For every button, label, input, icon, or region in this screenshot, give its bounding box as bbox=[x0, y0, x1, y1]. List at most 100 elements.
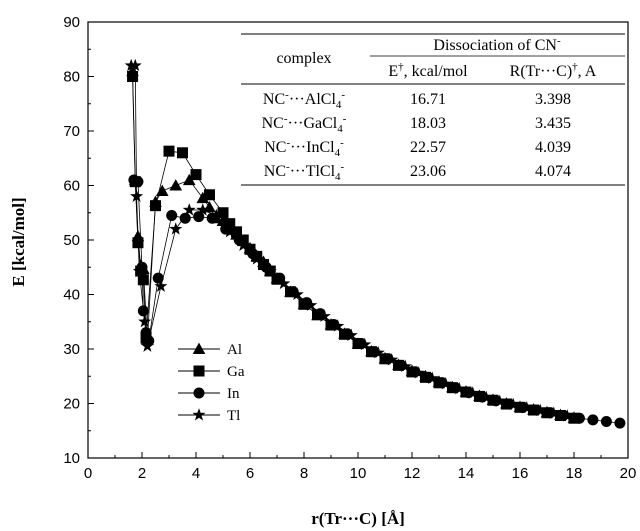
table-cell-complex: NC-···AlCl4- bbox=[263, 89, 346, 111]
x-tick-label: 12 bbox=[404, 465, 421, 482]
data-point-tl bbox=[138, 314, 152, 328]
legend-item-al: Al bbox=[178, 342, 242, 358]
legend-item-in: In bbox=[178, 386, 240, 402]
legend-label-ga: Ga bbox=[227, 364, 245, 380]
text-part: 4 bbox=[336, 99, 342, 111]
data-point-tl bbox=[533, 403, 547, 417]
data-point-ga bbox=[127, 71, 139, 82]
y-tick-label: 90 bbox=[63, 14, 80, 31]
axes: 0 2 4 6 8 10 12 14 16 18 20 10 20 30 40 50 60 70 80 90 bbox=[63, 14, 636, 482]
data-point-ga bbox=[150, 200, 161, 212]
data-point-tl bbox=[250, 252, 264, 265]
x-tick-label: 2 bbox=[138, 465, 146, 482]
data-point-tl bbox=[506, 397, 520, 411]
data-point-tl bbox=[182, 203, 196, 216]
data-point-tl bbox=[140, 339, 154, 352]
table-cell-complex: NC-···TlCl4- bbox=[264, 161, 345, 183]
text-part: 4 bbox=[337, 123, 343, 135]
data-point-tl bbox=[154, 279, 168, 292]
x-tick-label: 10 bbox=[350, 465, 367, 482]
legend-marker-tl bbox=[192, 408, 206, 421]
table-header-group: Dissociation of CN- bbox=[433, 35, 561, 54]
plot-frame bbox=[87, 21, 629, 459]
data-point-tl bbox=[479, 390, 493, 404]
data-point-ga bbox=[204, 189, 215, 201]
text-part: ···InCl bbox=[290, 139, 335, 156]
data-point-ga bbox=[190, 169, 202, 181]
data-point-tl bbox=[493, 394, 507, 407]
table-cell-complex: NC-···InCl4- bbox=[264, 137, 344, 159]
text-part: R(Tr···C) bbox=[510, 63, 573, 80]
legend: Al Ga In Tl bbox=[178, 342, 245, 424]
data-point-in bbox=[587, 414, 599, 426]
text-part: ···AlCl bbox=[289, 91, 337, 108]
table-subheader-distance: R(Tr···C)†, A bbox=[510, 61, 597, 80]
text-part: ···GaCl bbox=[287, 115, 337, 132]
x-tick-label: 6 bbox=[246, 465, 254, 482]
table-header-complex: complex bbox=[276, 50, 331, 67]
data-point-tl bbox=[358, 337, 372, 351]
data-point-tl bbox=[452, 381, 466, 395]
data-point-tl bbox=[398, 359, 412, 372]
data-point-tl bbox=[236, 238, 250, 252]
data-point-in bbox=[166, 209, 178, 221]
data-point-tl bbox=[290, 287, 304, 301]
legend-marker-ga bbox=[193, 365, 205, 377]
x-tick-label: 20 bbox=[620, 465, 637, 482]
data-point-tl bbox=[277, 276, 291, 290]
data-point-al bbox=[182, 173, 196, 186]
data-point-tl bbox=[439, 377, 453, 390]
data-point-ga bbox=[137, 274, 149, 286]
data-point-tl bbox=[547, 406, 561, 419]
text-part: NC bbox=[264, 139, 286, 156]
text-part: NC bbox=[264, 163, 286, 180]
data-point-tl bbox=[223, 224, 237, 238]
text-part: NC bbox=[263, 91, 285, 108]
data-point-tl bbox=[344, 328, 358, 341]
x-tick-label: 4 bbox=[192, 465, 200, 482]
x-tick-label: 18 bbox=[566, 465, 583, 482]
y-tick-label: 50 bbox=[63, 232, 80, 249]
data-point-tl bbox=[317, 309, 331, 322]
text-part: 4 bbox=[335, 171, 341, 183]
text-part: - bbox=[286, 161, 290, 173]
legend-marker-al bbox=[192, 342, 206, 355]
text-part: NC bbox=[262, 115, 284, 132]
series-tl bbox=[124, 58, 574, 422]
text-part: , kcal/mol bbox=[404, 63, 469, 80]
text-part: - bbox=[341, 89, 345, 101]
data-point-ga bbox=[224, 218, 236, 230]
table-cell-energy: 22.57 bbox=[410, 139, 446, 156]
y-tick-label: 70 bbox=[63, 123, 80, 140]
data-point-in bbox=[573, 412, 585, 424]
data-point-tl bbox=[560, 409, 574, 422]
legend-item-tl: Tl bbox=[178, 408, 240, 424]
legend-label-in: In bbox=[227, 386, 240, 402]
text-part: 4 bbox=[335, 147, 341, 159]
data-point-al bbox=[169, 179, 183, 191]
legend-label-tl: Tl bbox=[227, 408, 240, 424]
text-part: ···TlCl bbox=[290, 163, 336, 180]
table-cell-energy: 23.06 bbox=[410, 163, 446, 180]
data-point-in bbox=[193, 211, 205, 223]
data-point-tl bbox=[466, 386, 480, 399]
data-point-tl bbox=[412, 366, 426, 379]
text-part: - bbox=[284, 113, 288, 125]
data-point-in bbox=[600, 415, 612, 427]
data-point-ga bbox=[217, 207, 229, 219]
x-axis-title: r(Tr···C) [Å] bbox=[311, 509, 405, 528]
x-tick-label: 14 bbox=[458, 465, 475, 482]
data-point-tl bbox=[385, 353, 399, 366]
data-point-tl bbox=[304, 298, 318, 311]
text-part: - bbox=[340, 137, 344, 149]
text-part: - bbox=[285, 89, 289, 101]
x-tick-label: 8 bbox=[300, 465, 308, 482]
text-part: - bbox=[341, 161, 345, 173]
text-part: , A bbox=[578, 63, 597, 80]
text-part: † bbox=[572, 61, 578, 73]
y-tick-label: 10 bbox=[63, 450, 80, 467]
table-cell-distance: 3.435 bbox=[535, 115, 571, 132]
table-cell-complex: NC-···GaCl4- bbox=[262, 113, 347, 135]
